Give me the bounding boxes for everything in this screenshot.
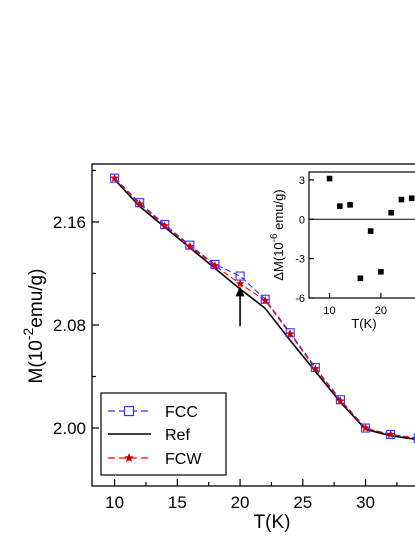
main-x-tick-label: 30: [356, 493, 375, 512]
main-x-axis-title: T(K): [254, 512, 291, 533]
inset-y-axis-title-base: ΔM(10: [271, 242, 286, 280]
inset-y-tick-label: 0: [299, 214, 305, 226]
inset-point: [378, 268, 384, 275]
series-fcw-point: [160, 221, 170, 230]
inset-y-ticks: -6 -3 0 3: [295, 175, 415, 305]
series-fcw-point: [260, 295, 270, 305]
main-y-tick-label: 2.08: [53, 316, 86, 335]
inset-point: [357, 275, 364, 282]
main-chart: 10 15 20 25 30 2.002.082.16 T(K) M(10-2emu/g…: [20, 163, 415, 533]
main-x-tick-label: 25: [293, 493, 312, 512]
series-fcw-point: [361, 423, 370, 432]
inset-y-tick-label: -3: [295, 254, 305, 266]
main-y-axis-title-unit: emu/g): [26, 269, 47, 328]
inset-point: [367, 228, 374, 234]
main-x-tick-label: 20: [231, 493, 250, 512]
inset-y-axis-title: ΔM(10-6 emu/g): [269, 189, 286, 280]
legend-fcc-label: FCC: [165, 404, 198, 421]
inset-y-tick-label: 3: [299, 175, 305, 187]
main-y-axis-title: M(10-2emu/g): [20, 269, 47, 384]
series-fcw-point: [210, 261, 220, 270]
inset-y-axis-title-exp: -6: [269, 233, 280, 242]
inset-point: [398, 196, 405, 203]
inset-x-tick-label: 10: [323, 305, 335, 317]
series-fcw-point: [235, 279, 245, 288]
main-y-axis-title-exp: -2: [20, 327, 36, 340]
series-fcc-point: [413, 433, 415, 443]
main-annotations: [235, 286, 245, 327]
series-fcw-point: [386, 429, 396, 439]
inset-y-tick-label: -6: [295, 293, 305, 305]
main-series: [110, 173, 415, 443]
legend-fcc-marker: [123, 405, 135, 417]
main-y-axis-title-base: M(10: [26, 340, 47, 383]
main-y-tick-label: 2.16: [53, 213, 86, 232]
legend-ref-label: Ref: [165, 427, 190, 444]
inset-y-axis-title-unit: emu/g): [271, 189, 286, 233]
inset-point: [337, 203, 343, 209]
main-y-tick-label: 2.00: [53, 419, 86, 438]
inset-point: [347, 202, 353, 208]
series-fcw-point: [285, 329, 295, 338]
inset-point: [408, 195, 415, 202]
main-x-ticks: 10 15 20 25 30: [105, 479, 398, 512]
series-fcw-point: [336, 396, 345, 405]
legend: FCC Ref FCW: [100, 392, 227, 476]
inset-point: [388, 209, 394, 216]
inset-points: [326, 175, 415, 282]
series-fcw-point: [185, 241, 195, 251]
inset-x-tick-label: 20: [375, 305, 387, 317]
inset-x-ticks: 10 20: [323, 293, 387, 317]
legend-fcw-label: FCW: [165, 451, 202, 468]
inset-chart: 10 20 -6-303 T(K) ΔM(10-6 emu/g): [269, 171, 415, 331]
main-y-ticks: 2.00 2.08 2.16: [53, 169, 99, 438]
series-fcw-point: [135, 199, 145, 208]
legend-fcw-marker: [124, 453, 134, 463]
series-fcw-point: [110, 173, 119, 182]
inset-x-axis-title: T(K): [351, 316, 376, 331]
main-x-tick-label: 15: [168, 493, 187, 512]
arrow-head: [235, 286, 245, 297]
main-x-tick-label: 10: [105, 493, 124, 512]
series-fcw-point: [310, 364, 320, 373]
inset-point: [326, 175, 333, 182]
